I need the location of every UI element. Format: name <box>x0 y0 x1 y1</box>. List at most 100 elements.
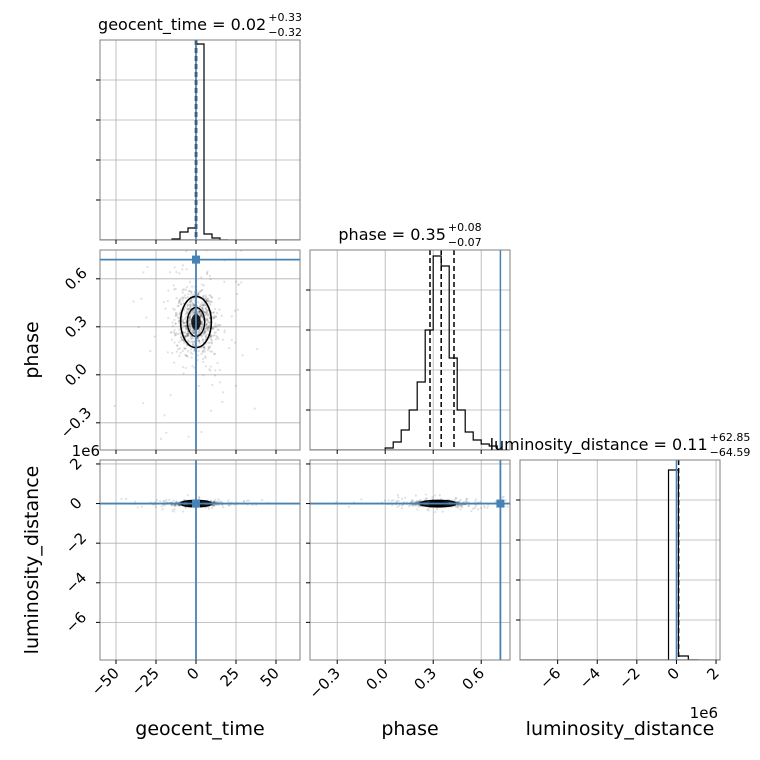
scatter-point <box>218 210 220 212</box>
scatter-point <box>165 498 168 502</box>
scatter-point <box>175 296 178 300</box>
scatter-point <box>213 316 216 319</box>
scatter-point <box>189 327 192 330</box>
scatter-point <box>197 339 201 342</box>
scatter-point <box>211 383 214 387</box>
scatter-point <box>201 309 204 312</box>
scatter-point <box>200 314 203 318</box>
scatter-point <box>178 298 181 301</box>
scatter-point <box>383 499 387 502</box>
scatter-point <box>242 499 246 503</box>
scatter-point <box>199 313 202 316</box>
scatter-point <box>189 315 192 318</box>
scatter-point <box>185 268 188 271</box>
panel-frame <box>309 459 511 661</box>
scatter-point <box>392 499 395 502</box>
scatter-point <box>212 504 215 507</box>
scatter-point <box>221 338 224 341</box>
scatter-point <box>192 311 195 314</box>
y-tick-label: 0 <box>66 494 85 513</box>
scatter-point <box>222 391 225 394</box>
scatter-point <box>182 318 185 321</box>
scatter-point <box>208 314 211 317</box>
scatter-point <box>172 499 175 502</box>
scatter-point <box>162 500 165 503</box>
scatter-point <box>182 302 185 305</box>
scatter-point <box>192 303 196 307</box>
scatter-point <box>184 335 187 338</box>
scatter-point <box>221 400 224 403</box>
scatter-point <box>181 291 184 294</box>
scatter-point <box>186 333 189 336</box>
scatter-point <box>506 505 509 508</box>
scatter-point <box>179 336 183 339</box>
scatter-point <box>193 331 196 334</box>
scatter-point <box>198 310 201 313</box>
scatter-point <box>182 288 186 291</box>
scatter-point <box>172 510 176 513</box>
scatter-point <box>197 312 200 315</box>
scatter-point <box>241 354 244 357</box>
scatter-point <box>470 510 473 513</box>
scatter-point <box>177 347 180 351</box>
x-tick-label: −50 <box>88 664 123 699</box>
scatter-point <box>189 304 192 307</box>
scatter-point <box>206 273 209 276</box>
scatter-point <box>171 324 174 328</box>
scatter-point <box>189 300 192 303</box>
x-axis-label-luminosity_distance: luminosity_distance <box>526 718 715 740</box>
scatter-point <box>189 324 192 327</box>
scatter-point <box>205 324 208 327</box>
scatter-point <box>204 356 207 359</box>
x-tick-label: 0.0 <box>362 664 392 694</box>
scatter-point <box>185 250 188 253</box>
scatter-point <box>197 293 200 296</box>
scatter-point <box>212 334 215 337</box>
scatter-point <box>457 504 460 507</box>
scatter-point <box>245 499 248 502</box>
scatter-point <box>203 346 206 349</box>
scatter-point <box>512 507 514 509</box>
scatter-point <box>146 265 149 269</box>
scatter-point <box>200 289 203 292</box>
scatter-point <box>205 311 208 314</box>
scatter-point <box>188 316 191 319</box>
scatter-point <box>120 497 123 500</box>
scatter-point <box>187 303 190 306</box>
scatter-point <box>201 334 204 337</box>
scatter-point <box>191 330 194 333</box>
scatter-point <box>458 500 461 503</box>
scatter-point <box>207 297 210 300</box>
scatter-point <box>486 506 489 510</box>
scatter-point <box>427 509 430 512</box>
scatter-point <box>211 341 214 344</box>
scatter-point <box>209 345 212 348</box>
scatter-point <box>178 299 181 302</box>
scatter-point <box>236 292 239 296</box>
scatter-point <box>187 339 190 342</box>
scatter-point <box>210 350 214 353</box>
scatter-point <box>207 313 210 316</box>
scatter-point <box>184 288 187 291</box>
scatter-point <box>213 500 216 504</box>
scatter-point <box>214 369 217 372</box>
scatter-point <box>188 318 191 321</box>
scatter-point <box>360 498 363 501</box>
scatter-point <box>217 500 220 504</box>
scatter-point <box>191 285 194 288</box>
scatter-point <box>196 311 199 314</box>
scatter-point <box>184 327 187 330</box>
title-minus: −0.07 <box>448 236 482 249</box>
scatter-point <box>184 316 187 319</box>
scatter-point <box>203 350 206 353</box>
scatter-point <box>200 321 203 324</box>
scatter-point <box>169 393 172 397</box>
scatter-point <box>502 495 505 498</box>
scatter-point <box>206 322 209 325</box>
scatter-point <box>185 332 188 335</box>
scatter-point <box>419 498 422 502</box>
scatter-point <box>154 506 157 509</box>
scatter-point <box>209 303 212 306</box>
scatter-point <box>193 331 196 334</box>
scatter-point <box>223 280 226 283</box>
